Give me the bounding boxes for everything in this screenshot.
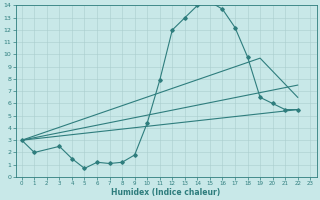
X-axis label: Humidex (Indice chaleur): Humidex (Indice chaleur)	[111, 188, 221, 197]
